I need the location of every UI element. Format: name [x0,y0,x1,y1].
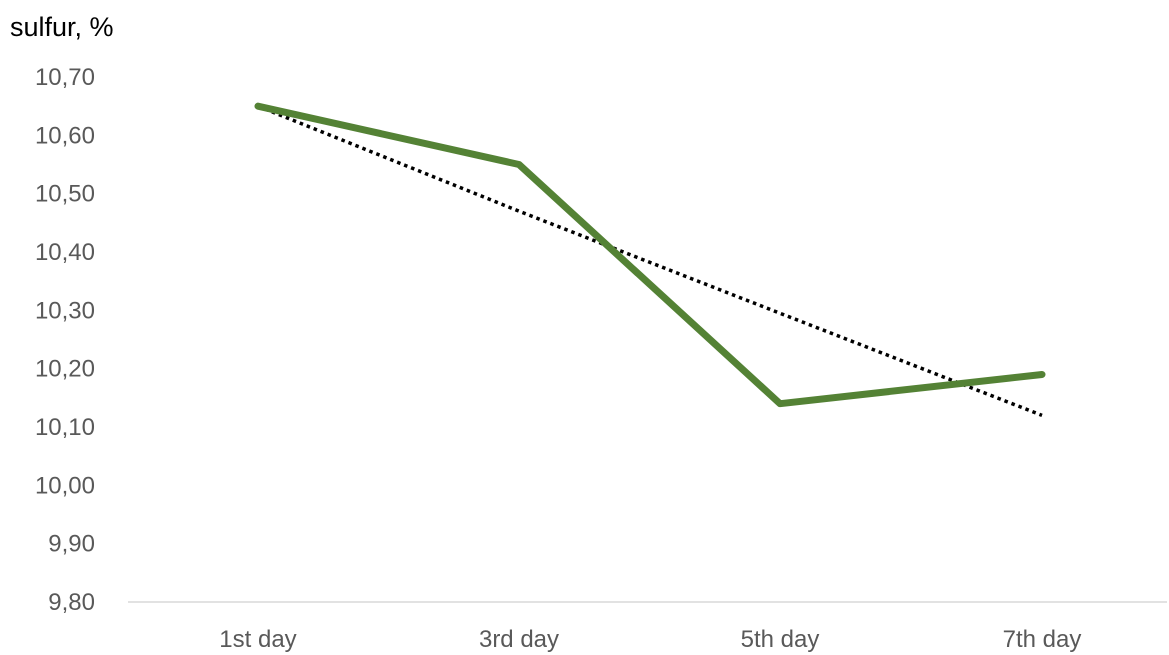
y-tick-label: 10,10 [35,414,95,441]
x-tick-label: 3rd day [479,626,559,653]
series-layer [254,102,1046,408]
trendline-layer [257,104,1043,417]
y-tick-label: 10,30 [35,297,95,324]
y-tick-label: 10,50 [35,181,95,208]
x-tick-label: 5th day [741,626,820,653]
y-tick-label: 10,40 [35,239,95,266]
y-tick-label: 10,70 [35,64,95,91]
series-line [254,102,1046,408]
y-tick-label: 9,80 [48,589,95,616]
y-tick-label: 9,90 [48,531,95,558]
y-tick-label: 10,00 [35,472,95,499]
y-tick-label: 10,60 [35,122,95,149]
y-axis-title: sulfur, % [10,12,114,42]
trendline [257,104,1043,417]
y-tick-label: 10,20 [35,356,95,383]
x-axis-ticks: 1st day 3rd day 5th day 7th day [219,626,1081,653]
y-axis-ticks: 9,80 9,90 10,00 10,10 10,20 10,30 10,40 10,50 10… [35,64,95,616]
x-tick-label: 1st day [219,626,296,653]
x-tick-label: 7th day [1003,626,1082,653]
